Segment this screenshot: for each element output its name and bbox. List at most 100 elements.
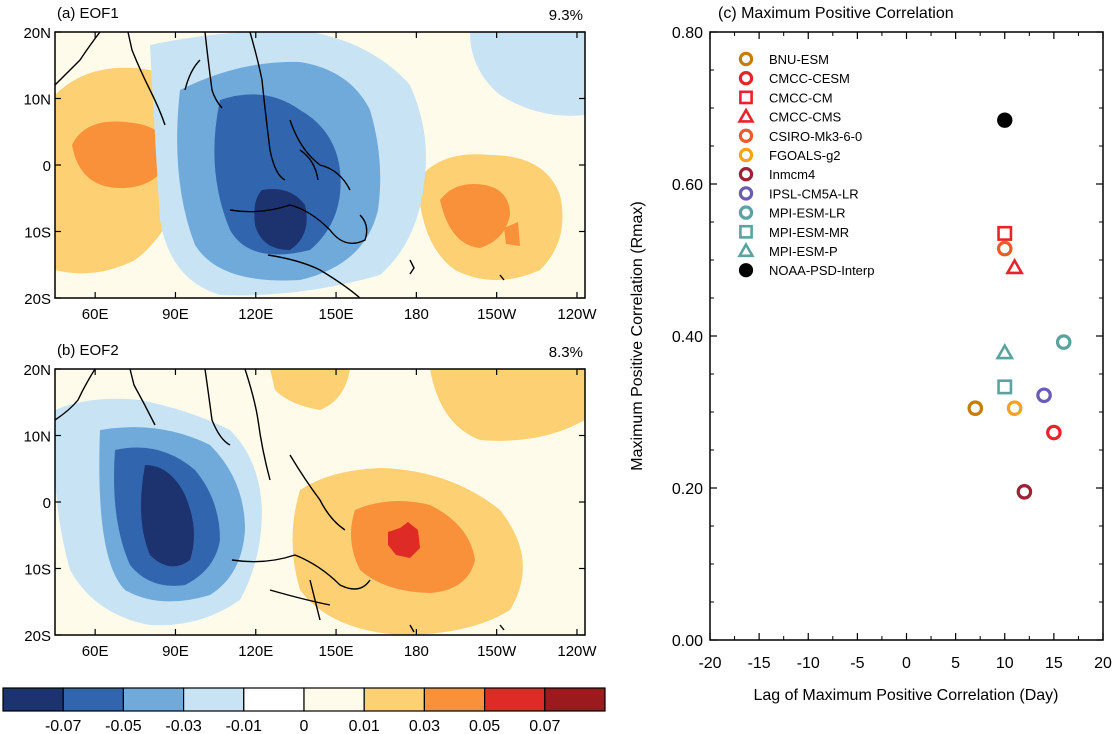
lat-tick-label: 0: [43, 158, 51, 175]
x-tick-label: -5: [850, 655, 864, 672]
point-cmcc-cm: [997, 225, 1013, 241]
legend-marker: [737, 241, 755, 258]
colorbar-swatch: [183, 687, 245, 712]
legend-marker: [738, 166, 754, 182]
lon-tick-label: 120E: [238, 306, 273, 323]
x-tick-label: -15: [748, 655, 771, 672]
lat-tick-label: 20N: [23, 25, 51, 42]
legend-marker: [738, 51, 754, 67]
legend-marker: [737, 107, 755, 123]
lon-tick-label: 150W: [477, 306, 517, 323]
colorbar-label: 0.01: [349, 718, 380, 734]
panel-b-contour-field: [55, 369, 585, 635]
panel-c-ylabel: Maximum Positive Correlation (Rmax): [629, 201, 646, 470]
colorbar-swatch: [243, 687, 305, 712]
lat-tick-label: 20S: [24, 291, 51, 308]
x-tick-label: 15: [1045, 655, 1063, 672]
panel-c: (c) Maximum Positive Correlation -20 -15-…: [629, 5, 1112, 704]
point-csiro-mk3-6-0: [996, 240, 1013, 257]
panel-a-contour-field: [55, 32, 585, 298]
point-fgoals-g2: [1006, 400, 1023, 416]
colorbar-swatch: [544, 687, 606, 712]
legend-label: CMCC-CM: [769, 90, 833, 105]
legend-label: Inmcm4: [769, 167, 815, 182]
legend-marker: [739, 224, 753, 239]
x-tick-label: 10: [996, 655, 1014, 672]
lat-tick-label: 10S: [24, 562, 51, 579]
legend-marker: [738, 70, 754, 86]
panel-c-legend: BNU-ESM CMCC-CESM CMCC-CM CMCC-CMS CSIRO-Mk3…: [737, 51, 874, 278]
legend-label: MPI-ESM-P: [769, 244, 838, 259]
y-tick-label: 0.80: [672, 25, 703, 42]
colorbar-swatch: [2, 687, 64, 712]
panel-b: (b) EOF2 8.3%: [23, 342, 597, 660]
point-ipsl-cm5a-lr: [1036, 387, 1052, 404]
legend-marker: [738, 263, 754, 278]
point-mpi-esm-mr: [997, 379, 1013, 395]
panel-a-axes: 20N 10N 0 10S 20S 60E 90E 120E 150E 180 150W 120W: [23, 25, 597, 323]
panel-b-axes: 20N 10N 0 10S 20S 60E 90E 120E 150E 180 150W 120W: [23, 362, 597, 660]
panel-a-title: (a) EOF1: [57, 5, 119, 22]
x-tick-label: 0: [902, 655, 911, 672]
lon-tick-label: 150W: [477, 643, 517, 660]
point-bnu-esm: [967, 400, 984, 416]
colorbar: -0.07 -0.05 -0.03 -0.01 0 0.01 0.03 0.05 0.07: [2, 687, 606, 734]
panel-c-points: [967, 112, 1072, 500]
colorbar-label: 0.03: [409, 718, 440, 734]
lat-tick-label: 10S: [24, 225, 51, 242]
lat-tick-label: 0: [43, 495, 51, 512]
lon-tick-label: 150E: [319, 643, 354, 660]
lon-tick-label: 120W: [557, 306, 597, 323]
y-tick-label: 0.40: [672, 329, 703, 346]
legend-marker: [738, 186, 754, 201]
legend-marker: [738, 147, 754, 163]
colorbar-label: 0.07: [529, 718, 560, 734]
legend-label: CSIRO-Mk3-6-0: [769, 129, 862, 144]
point-cmcc-cesm: [1046, 424, 1062, 441]
lon-tick-label: 60E: [82, 306, 109, 323]
lon-tick-label: 180: [404, 643, 429, 660]
point-cmcc-cms: [1005, 257, 1024, 275]
lon-tick-label: 60E: [82, 643, 109, 660]
colorbar-swatch: [122, 687, 185, 712]
legend-label: CMCC-CESM: [769, 71, 850, 86]
lat-tick-label: 20S: [24, 628, 51, 645]
x-tick-label: 20: [1094, 655, 1112, 672]
lon-tick-label: 90E: [162, 643, 189, 660]
panel-a-variance: 9.3%: [549, 7, 583, 24]
lon-tick-label: 180: [404, 306, 429, 323]
legend-label: IPSL-CM5A-LR: [769, 186, 859, 201]
colorbar-swatch: [62, 687, 125, 712]
colorbar-swatch: [423, 687, 486, 712]
colorbar-label: 0: [300, 718, 309, 734]
panel-c-title: (c) Maximum Positive Correlation: [718, 5, 954, 22]
colorbar-label: -0.01: [226, 718, 263, 734]
colorbar-label: -0.05: [105, 718, 142, 734]
y-tick-label: 0.20: [672, 481, 703, 498]
x-tick-label: 5: [951, 655, 960, 672]
legend-marker: [738, 128, 754, 143]
legend-label: MPI-ESM-MR: [769, 225, 849, 240]
lat-tick-label: 10N: [23, 429, 51, 446]
panel-a: (a) EOF1 9.3%: [23, 5, 597, 323]
x-tick-label: -20: [698, 655, 721, 672]
lon-tick-label: 150E: [319, 306, 354, 323]
panel-c-axes: -20 -15 -10 -5 0 5 10 15 20 0.00 0.20 0.40 0.60 0.80: [672, 25, 1112, 672]
lon-tick-label: 120W: [557, 643, 597, 660]
x-tick-label: -10: [797, 655, 820, 672]
y-tick-label: 0.00: [672, 633, 703, 650]
colorbar-label: 0.05: [469, 718, 500, 734]
lat-tick-label: 10N: [23, 92, 51, 109]
panel-c-xlabel: Lag of Maximum Positive Correlation (Day…: [754, 687, 1059, 704]
point-inmcm4: [1016, 483, 1033, 500]
point-noaa-psd-interp: [997, 112, 1013, 128]
legend-label: NOAA-PSD-Interp: [769, 263, 874, 278]
colorbar-swatch: [303, 687, 365, 712]
legend-marker: [738, 205, 754, 220]
y-tick-label: 0.60: [672, 177, 703, 194]
colorbar-swatch: [363, 687, 426, 712]
panel-b-variance: 8.3%: [549, 344, 583, 361]
legend-label: BNU-ESM: [769, 52, 829, 67]
lat-tick-label: 20N: [23, 362, 51, 379]
